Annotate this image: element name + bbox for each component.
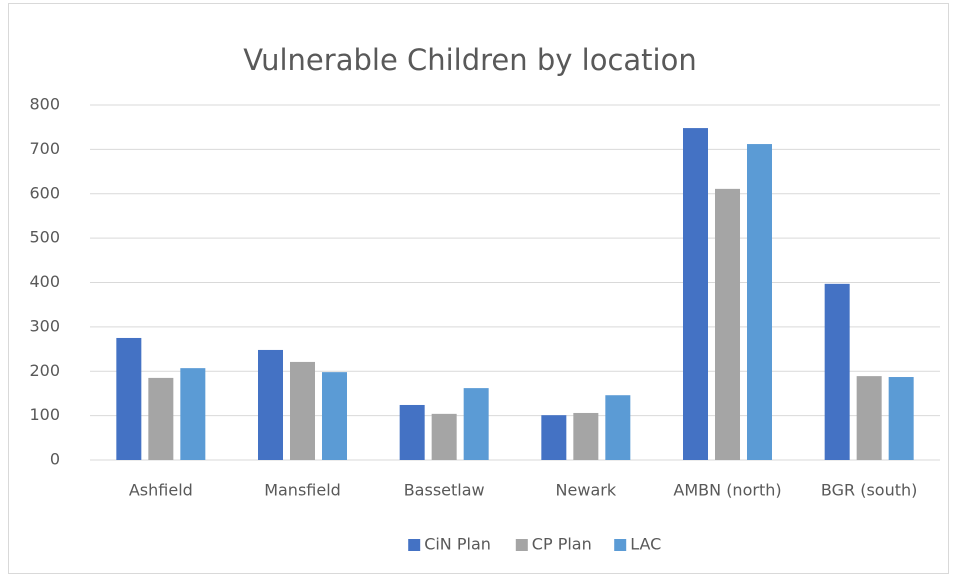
bar [605, 395, 631, 460]
bar [290, 361, 315, 460]
y-tick-label: 500 [29, 228, 60, 247]
y-tick-label: 200 [29, 361, 60, 380]
y-tick-label: 100 [29, 405, 60, 424]
legend-swatch [614, 539, 627, 551]
bar [747, 144, 772, 461]
legend-swatch [408, 539, 421, 551]
y-tick-label: 400 [29, 272, 60, 291]
bar [258, 349, 283, 460]
y-tick-label: 800 [29, 95, 60, 114]
bar [683, 128, 708, 460]
y-tick-label: 0 [50, 450, 60, 469]
y-tick-label: 600 [29, 183, 60, 202]
legend-label: LAC [630, 535, 661, 554]
legend-label: CiN Plan [424, 535, 491, 554]
legend-swatch [515, 539, 528, 551]
bar [573, 412, 599, 460]
bar [715, 188, 740, 460]
chart-border [8, 3, 949, 574]
x-tick-label: Mansfield [264, 481, 341, 500]
x-tick-label: Bassetlaw [404, 481, 485, 500]
bar [463, 388, 489, 460]
x-tick-label: BGR (south) [821, 481, 917, 500]
x-tick-label: Ashfield [129, 481, 193, 500]
y-tick-label: 700 [29, 139, 60, 158]
bar [431, 413, 457, 460]
bar [541, 415, 567, 460]
bar [116, 337, 142, 460]
x-tick-label: Newark [556, 481, 617, 500]
bar [824, 283, 850, 460]
bar [322, 372, 347, 460]
x-tick-label: AMBN (north) [673, 481, 781, 500]
bar [148, 377, 174, 460]
bar [888, 377, 914, 460]
bar [180, 368, 206, 460]
bar [856, 376, 882, 460]
bar [399, 404, 425, 460]
y-tick-label: 300 [29, 316, 60, 335]
legend-label: CP Plan [532, 535, 592, 554]
chart-title: Vulnerable Children by location [243, 43, 696, 77]
